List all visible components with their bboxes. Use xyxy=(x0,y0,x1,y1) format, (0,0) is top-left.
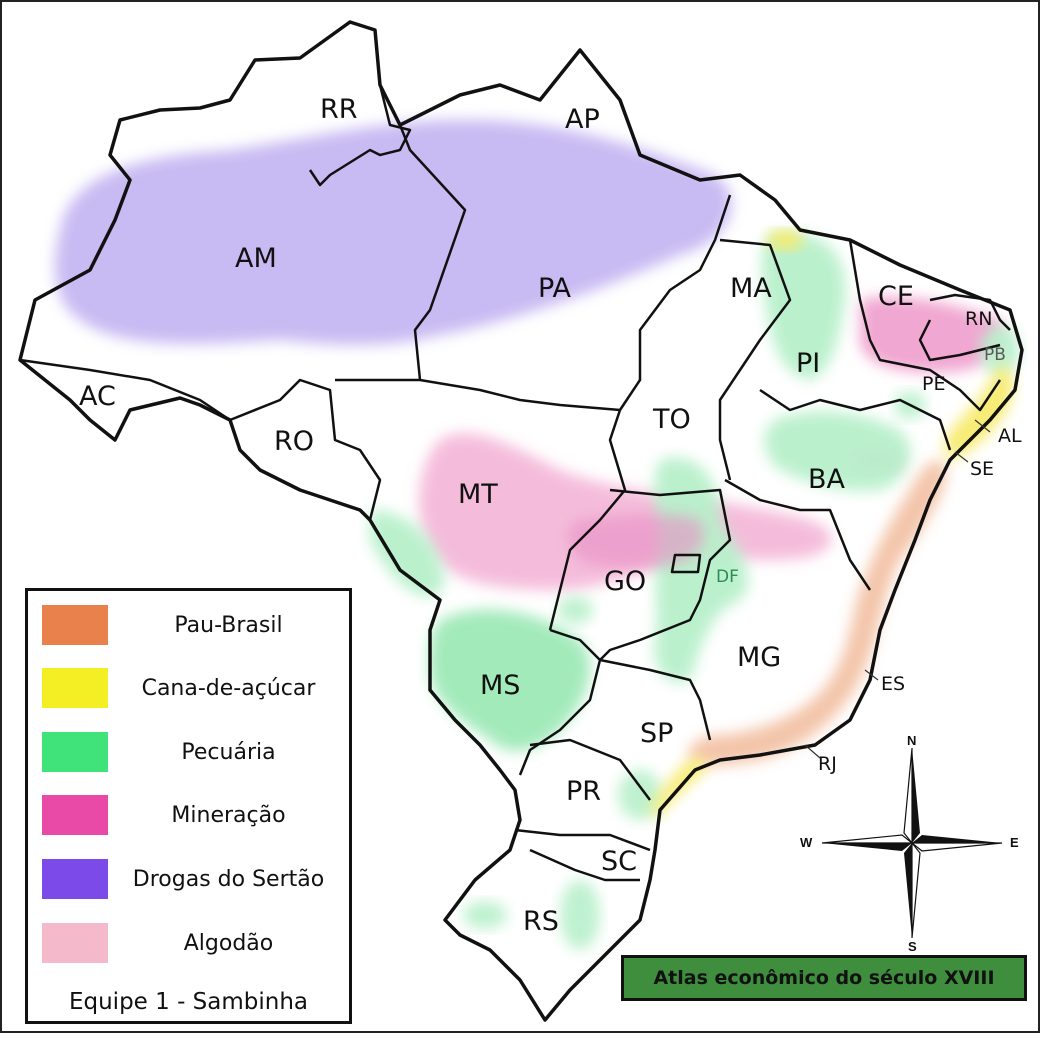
legend-label: Drogas do Sertão xyxy=(132,867,325,892)
legend-label: Algodão xyxy=(183,931,274,956)
legend-label: Pau-Brasil xyxy=(174,613,283,638)
state-label-ms: MS xyxy=(480,670,520,701)
state-label-pb: PB xyxy=(984,345,1006,365)
state-label-se: SE xyxy=(970,458,994,480)
state-label-sp: SP xyxy=(640,718,673,749)
map-title: Atlas econômico do século XVIII xyxy=(653,967,995,989)
state-label-sc: SC xyxy=(601,846,637,877)
legend-swatch xyxy=(42,668,108,708)
legend-swatch xyxy=(42,923,108,963)
region-drogas-do-sertao xyxy=(54,119,732,345)
legend-item: Algodão xyxy=(28,921,349,965)
state-label-pi: PI xyxy=(796,348,820,379)
compass-west: W xyxy=(800,835,813,850)
legend-footer: Equipe 1 - Sambinha xyxy=(68,989,309,1015)
legend: Pau-Brasil Cana-de-açúcar Pecuária Miner… xyxy=(25,588,352,1024)
state-label-es: ES xyxy=(881,673,905,695)
state-label-go: GO xyxy=(604,566,646,597)
map-title-box: Atlas econômico do século XVIII xyxy=(621,955,1027,1001)
compass-east: E xyxy=(1010,835,1019,850)
state-borders xyxy=(19,84,1011,882)
legend-item: Drogas do Sertão xyxy=(28,857,349,901)
legend-item: Cana-de-açúcar xyxy=(28,666,349,710)
region-pau-brasil xyxy=(689,460,947,766)
legend-swatch xyxy=(42,605,108,645)
state-label-ce: CE xyxy=(878,281,914,312)
country-outline xyxy=(18,20,1024,1022)
compass-rose-icon: N S E W xyxy=(800,733,1019,954)
state-label-rn: RN xyxy=(965,308,992,330)
state-label-ap: AP xyxy=(565,104,600,135)
legend-label: Mineração xyxy=(171,803,286,828)
state-label-rs: RS xyxy=(523,906,559,937)
legend-item: Mineração xyxy=(28,793,349,837)
legend-swatch xyxy=(42,859,108,899)
legend-swatch xyxy=(42,732,108,772)
legend-swatch xyxy=(42,795,108,835)
state-labels: RR AP AM PA MA CE RN PB PE PI AL SE AC R… xyxy=(79,94,1022,937)
state-label-rj: RJ xyxy=(818,753,837,775)
region-pecuaria xyxy=(370,232,1020,950)
state-label-to: TO xyxy=(652,404,691,435)
state-label-df: DF xyxy=(716,567,739,587)
state-label-am: AM xyxy=(235,243,277,274)
leader-lines xyxy=(804,419,991,759)
state-label-ac: AC xyxy=(79,381,116,412)
state-label-pr: PR xyxy=(566,776,601,807)
state-label-mt: MT xyxy=(458,479,498,510)
state-label-ba: BA xyxy=(808,464,846,495)
legend-label: Pecuária xyxy=(181,740,276,765)
state-label-pe: PE xyxy=(922,373,945,395)
state-label-ma: MA xyxy=(730,273,772,304)
legend-label: Cana-de-açúcar xyxy=(141,676,316,701)
region-mineracao xyxy=(568,514,704,568)
state-label-pa: PA xyxy=(538,273,572,304)
legend-item: Pau-Brasil xyxy=(28,603,349,647)
state-label-mg: MG xyxy=(737,642,781,673)
compass-south: S xyxy=(908,939,917,954)
state-label-rr: RR xyxy=(320,94,358,125)
legend-item: Pecuária xyxy=(28,730,349,774)
state-label-al: AL xyxy=(998,425,1022,447)
state-label-ro: RO xyxy=(274,426,314,457)
compass-north: N xyxy=(907,733,916,748)
